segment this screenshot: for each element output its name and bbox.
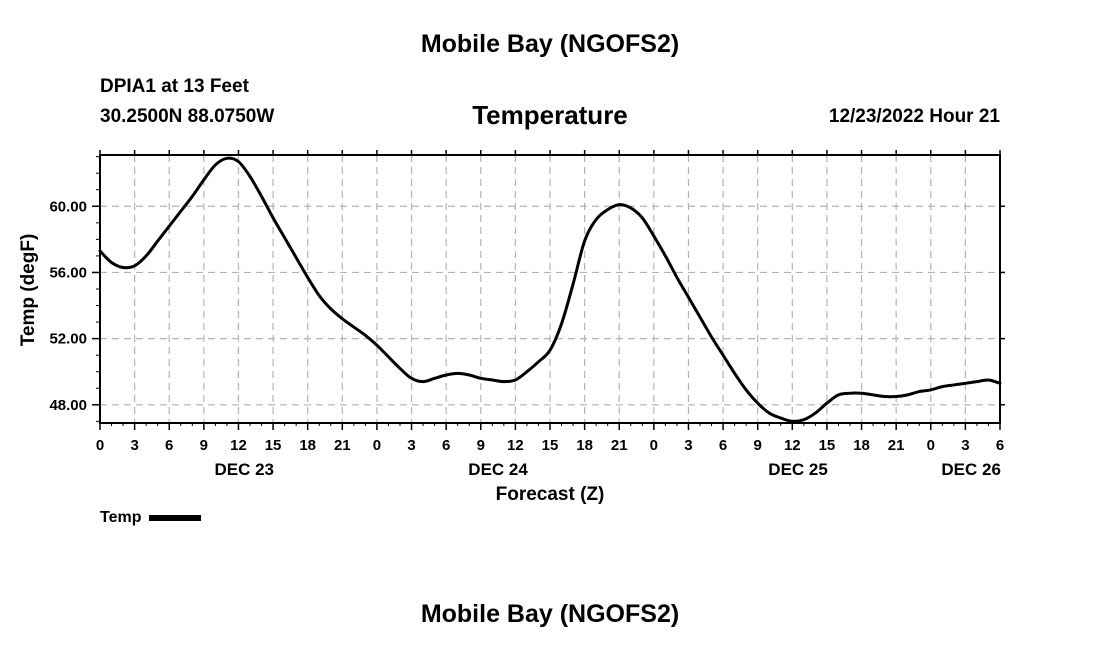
y-tick-label: 48.00 [49, 397, 87, 414]
forecast-run-time: 12/23/2022 Hour 21 [828, 106, 1000, 127]
x-tick-label: 9 [754, 437, 762, 454]
x-tick-label: 6 [165, 437, 173, 454]
date-label: DEC 25 [768, 460, 828, 479]
x-tick-label: 12 [784, 437, 801, 454]
x-tick-label: 15 [819, 437, 836, 454]
y-tick-label: 60.00 [49, 198, 87, 215]
figure-title: Mobile Bay (NGOFS2) [420, 30, 680, 58]
x-tick-label: 6 [442, 437, 450, 454]
axis-ticks [92, 150, 1005, 430]
date-label: DEC 24 [468, 460, 528, 479]
x-tick-label: 3 [130, 437, 138, 454]
footer-title: Mobile Bay (NGOFS2) [420, 600, 680, 628]
x-tick-label: 12 [230, 437, 247, 454]
station-coordinates: 30.2500N 88.0750W [100, 106, 275, 127]
x-tick-label: 0 [927, 437, 935, 454]
axis-labels: 0 3 6 9 12 15 18 21 0 3 6 9 12 15 18 21 0 3 6 9 12 15 18 21 0 3 6 D… [49, 198, 1004, 479]
x-tick-label: 9 [477, 437, 485, 454]
grid [100, 155, 1000, 423]
x-tick-label: 6 [996, 437, 1004, 454]
x-axis-title: Forecast (Z) [496, 484, 605, 505]
x-tick-label: 3 [407, 437, 415, 454]
plot-title: Temperature [472, 100, 628, 130]
x-tick-label: 3 [684, 437, 692, 454]
x-tick-label: 21 [334, 437, 351, 454]
x-tick-label: 6 [719, 437, 727, 454]
date-label: DEC 26 [941, 460, 1001, 479]
station-name: DPIA1 at 13 Feet [100, 76, 249, 97]
date-label: DEC 23 [214, 460, 274, 479]
series-line-temp [98, 156, 1002, 423]
legend-line-swatch [149, 515, 202, 521]
x-tick-label: 15 [265, 437, 282, 454]
x-tick-label: 18 [576, 437, 593, 454]
x-tick-label: 3 [961, 437, 969, 454]
series-layer [98, 156, 1002, 423]
x-tick-label: 12 [507, 437, 524, 454]
legend-label: Temp [100, 509, 142, 526]
x-tick-label: 9 [200, 437, 208, 454]
y-axis-title: Temp (degF) [18, 234, 39, 347]
x-tick-label: 15 [542, 437, 559, 454]
x-tick-label: 18 [299, 437, 316, 454]
x-tick-label: 0 [96, 437, 104, 454]
x-tick-label: 18 [853, 437, 870, 454]
y-tick-label: 52.00 [49, 331, 87, 348]
y-tick-label: 56.00 [49, 264, 87, 281]
x-tick-label: 21 [611, 437, 628, 454]
x-tick-label: 0 [650, 437, 658, 454]
legend: Temp [100, 509, 202, 527]
x-tick-label: 0 [373, 437, 381, 454]
x-tick-label: 21 [888, 437, 905, 454]
